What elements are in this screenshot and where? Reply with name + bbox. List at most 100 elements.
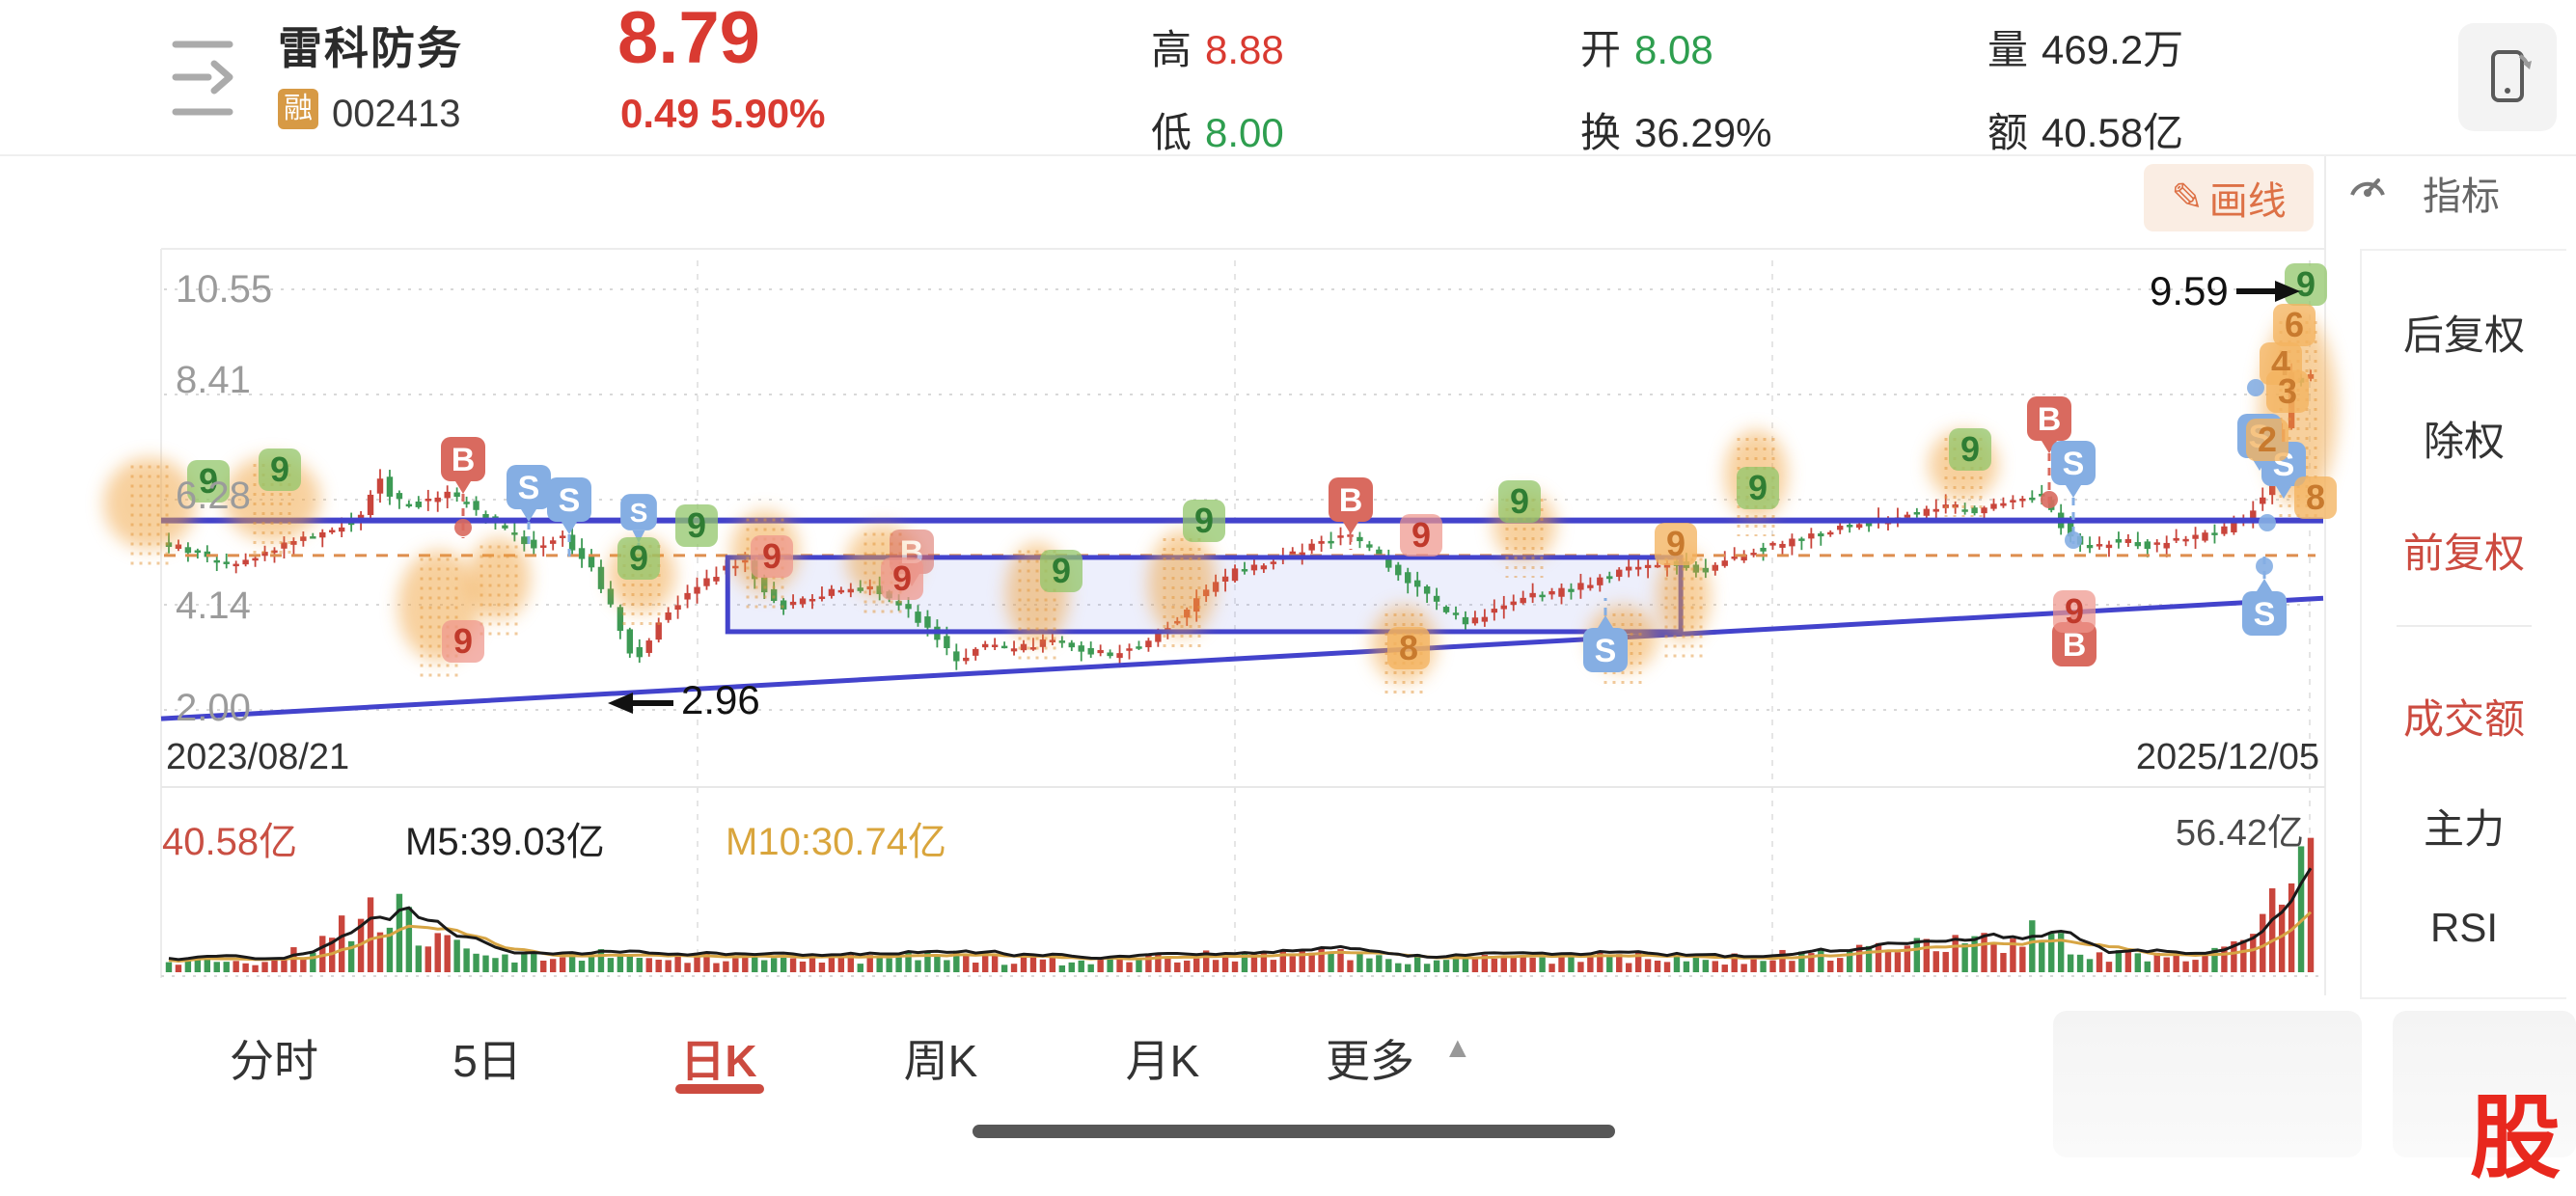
svg-text:9: 9 xyxy=(2065,591,2084,631)
count-badge-9[interactable]: 9 xyxy=(259,448,301,491)
tab-more[interactable]: 更多 xyxy=(1326,1036,1414,1086)
count-badge-9[interactable]: 9 xyxy=(1949,428,1991,471)
bottom-right-card xyxy=(2393,1011,2576,1157)
svg-text:8: 8 xyxy=(1399,628,1418,667)
low-annotation: 2.96 xyxy=(681,677,760,722)
signal-dot xyxy=(2256,557,2273,575)
count-badge-9[interactable]: 9 xyxy=(1183,500,1225,542)
pin-B[interactable]: B xyxy=(2052,610,2096,666)
back-to-list-icon[interactable] xyxy=(170,35,237,123)
svg-text:S: S xyxy=(2254,596,2276,633)
y-tick: 2.00 xyxy=(176,687,251,729)
svg-text:S: S xyxy=(559,482,581,519)
sidebar-item-chuquan[interactable]: 除权 xyxy=(2423,419,2505,464)
home-indicator-bar[interactable] xyxy=(973,1125,1615,1138)
draw-line-label: 画线 xyxy=(2208,180,2287,223)
pin-B[interactable]: B xyxy=(2027,396,2071,503)
pin-S[interactable]: S xyxy=(2242,550,2287,636)
rotate-phone-icon xyxy=(2491,50,2532,102)
count-badge-9[interactable]: 9 xyxy=(617,537,660,580)
count-badge-3[interactable]: 3 xyxy=(2266,370,2309,413)
svg-text:9: 9 xyxy=(199,461,218,501)
tab-rik[interactable]: 日K xyxy=(680,1036,757,1086)
svg-text:9: 9 xyxy=(453,621,473,661)
svg-text:6: 6 xyxy=(2285,305,2304,344)
indicator-toggle[interactable]: 指标 xyxy=(2346,166,2576,220)
stock-code: 002413 xyxy=(332,93,461,135)
count-badge-9[interactable]: 9 xyxy=(2053,590,2096,633)
pin-S[interactable]: S xyxy=(507,465,551,549)
svg-text:9: 9 xyxy=(629,538,648,578)
volume-m10: M10:30.74亿 xyxy=(726,821,947,863)
tab-yuek[interactable]: 月K xyxy=(1125,1036,1200,1086)
svg-text:2: 2 xyxy=(2258,420,2277,459)
pin-S[interactable]: S xyxy=(547,477,591,559)
signal-dot xyxy=(2041,491,2058,508)
count-badge-8[interactable]: 8 xyxy=(1387,627,1430,669)
count-badge-9[interactable]: 9 xyxy=(675,504,718,547)
header: 雷科防务 融 002413 8.79 0.49 5.90% 高 8.88 低 8.00… xyxy=(0,0,2576,156)
svg-text:8: 8 xyxy=(2306,477,2325,517)
current-price: 8.79 xyxy=(617,0,760,79)
count-badge-9[interactable]: 9 xyxy=(1498,480,1541,523)
svg-text:9: 9 xyxy=(1748,468,1768,507)
pencil-icon: ✎ xyxy=(2171,177,2204,219)
svg-text:9: 9 xyxy=(1666,524,1685,563)
svg-text:9: 9 xyxy=(1052,551,1071,590)
x-axis-end-date: 2025/12/05 xyxy=(2135,737,2319,777)
sidebar-item-rsi[interactable]: RSI xyxy=(2429,905,2498,950)
pin-S[interactable]: S xyxy=(1583,598,1628,672)
pin-S[interactable]: S xyxy=(2051,441,2096,544)
signal-dot xyxy=(2065,531,2082,549)
count-badge-9[interactable]: 9 xyxy=(187,460,230,503)
sidebar-item-zhuli[interactable]: 主力 xyxy=(2423,806,2505,852)
count-badge-8[interactable]: 8 xyxy=(2294,476,2337,519)
pin-B[interactable]: B xyxy=(1329,477,1373,550)
svg-text:B: B xyxy=(2038,401,2062,438)
svg-text:B: B xyxy=(1339,482,1363,519)
count-badge-9[interactable]: 9 xyxy=(751,535,793,578)
sidebar-item-qianfuquan[interactable]: 前复权 xyxy=(2402,530,2525,576)
count-badge-9[interactable]: 9 xyxy=(881,557,923,600)
count-badge-9[interactable]: 9 xyxy=(2285,263,2327,306)
sidebar-item-chengjiaoe[interactable]: 成交额 xyxy=(2402,696,2525,742)
stock-name: 雷科防务 xyxy=(278,23,463,73)
count-badge-9[interactable]: 9 xyxy=(1400,514,1442,557)
svg-text:9: 9 xyxy=(2296,264,2316,304)
period-tabbar: 分时 5日 日K 周K 月K 更多 xyxy=(0,1019,2026,1105)
svg-text:9: 9 xyxy=(270,449,289,489)
y-tick: 10.55 xyxy=(176,268,273,311)
pin-B[interactable]: B xyxy=(441,437,485,538)
svg-text:S: S xyxy=(630,498,648,528)
indicator-label: 指标 xyxy=(2423,176,2500,218)
margin-badge: 融 xyxy=(278,89,318,129)
volume-current: 40.58亿 xyxy=(162,821,298,863)
count-badge-9[interactable]: 9 xyxy=(1040,550,1082,592)
signal-dot xyxy=(454,519,472,536)
count-badge-2[interactable]: 2 xyxy=(2246,419,2288,461)
svg-text:9: 9 xyxy=(687,505,706,545)
svg-text:9: 9 xyxy=(762,536,781,576)
stat-量: 量 469.2万 xyxy=(1987,27,2184,72)
pin-S[interactable]: S xyxy=(620,494,657,560)
rotate-screen-button[interactable] xyxy=(2458,23,2557,131)
count-badge-6[interactable]: 6 xyxy=(2273,304,2316,346)
y-tick: 4.14 xyxy=(176,584,251,627)
tab-fenshi[interactable]: 分时 xyxy=(230,1036,318,1086)
count-badge-9[interactable]: 9 xyxy=(1737,467,1779,509)
signal-cluster xyxy=(1657,550,1711,660)
svg-text:9: 9 xyxy=(1411,515,1431,555)
tab-5ri[interactable]: 5日 xyxy=(452,1036,522,1086)
more-caret-icon[interactable]: ▲ xyxy=(1443,1032,1472,1064)
draw-line-button[interactable]: ✎ 画线 xyxy=(2144,164,2314,231)
count-badge-9[interactable]: 9 xyxy=(442,620,484,663)
low-arrow-icon xyxy=(608,693,633,714)
gauge-icon xyxy=(2350,178,2385,197)
tab-zhouk[interactable]: 周K xyxy=(903,1036,978,1086)
stat-高: 高 8.88 xyxy=(1151,27,1284,72)
sidebar-item-houfuquan[interactable]: 后复权 xyxy=(2402,313,2525,358)
svg-text:B: B xyxy=(2063,627,2087,664)
svg-text:S: S xyxy=(518,470,540,506)
bottom-right-card xyxy=(2053,1011,2362,1157)
count-badge-9[interactable]: 9 xyxy=(1655,523,1697,565)
